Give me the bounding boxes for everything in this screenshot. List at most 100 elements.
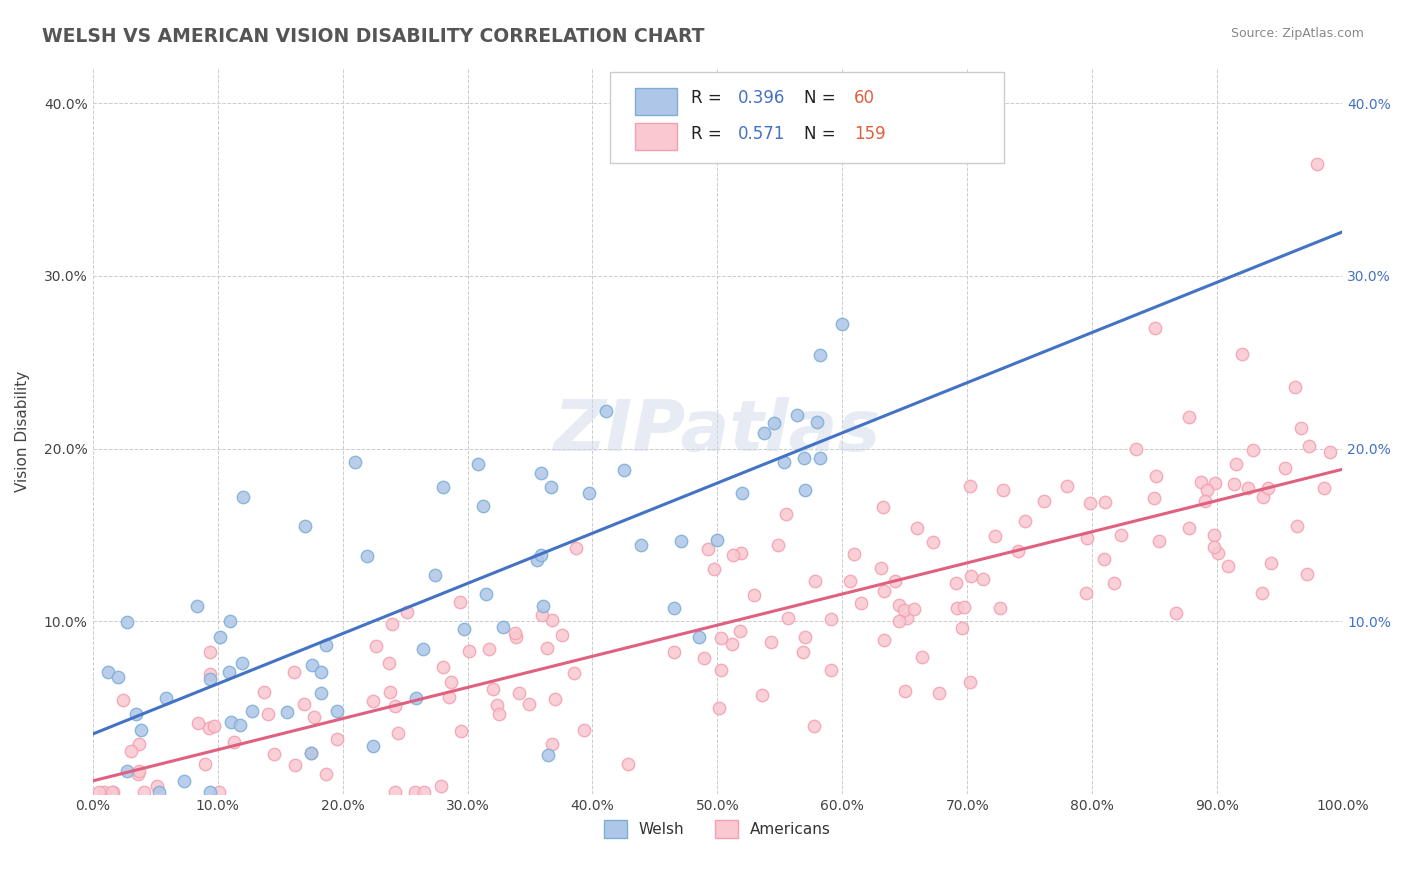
Americans bbox=[928, 686, 950, 700]
Americans bbox=[1147, 534, 1170, 549]
Americans bbox=[1216, 558, 1239, 573]
Americans bbox=[820, 612, 842, 626]
Welsh bbox=[232, 490, 254, 504]
Americans bbox=[730, 624, 752, 638]
Welsh bbox=[706, 533, 728, 547]
Americans bbox=[387, 725, 409, 739]
Americans bbox=[945, 575, 967, 590]
Welsh bbox=[423, 568, 446, 582]
Americans bbox=[1223, 476, 1246, 491]
Welsh bbox=[530, 466, 553, 480]
Welsh bbox=[356, 549, 378, 563]
Americans bbox=[1206, 546, 1229, 560]
Welsh bbox=[294, 519, 316, 533]
Americans bbox=[960, 569, 983, 583]
Welsh bbox=[763, 416, 786, 430]
Americans bbox=[664, 645, 686, 659]
Americans bbox=[541, 737, 564, 751]
Americans bbox=[517, 698, 540, 712]
Americans bbox=[1289, 421, 1312, 435]
Welsh bbox=[173, 773, 195, 788]
Americans bbox=[775, 507, 797, 521]
Americans bbox=[820, 664, 842, 678]
Welsh bbox=[363, 739, 385, 754]
Americans bbox=[378, 656, 401, 670]
Americans bbox=[697, 541, 720, 556]
Americans bbox=[804, 574, 827, 588]
Welsh bbox=[155, 691, 177, 706]
Americans bbox=[751, 688, 773, 702]
Americans bbox=[991, 483, 1014, 497]
Americans bbox=[1284, 380, 1306, 394]
Americans bbox=[959, 675, 981, 690]
Americans bbox=[508, 686, 530, 700]
Americans bbox=[1285, 519, 1308, 533]
Welsh bbox=[806, 415, 828, 429]
Americans bbox=[263, 747, 285, 761]
Americans bbox=[450, 723, 472, 738]
Welsh bbox=[405, 690, 427, 705]
Welsh bbox=[97, 665, 120, 680]
Americans bbox=[482, 682, 505, 697]
Americans bbox=[478, 642, 501, 657]
Welsh bbox=[117, 615, 139, 629]
Welsh bbox=[344, 455, 367, 469]
Americans bbox=[202, 719, 225, 733]
Americans bbox=[120, 744, 142, 758]
Americans bbox=[844, 547, 866, 561]
Americans bbox=[413, 785, 436, 799]
Americans bbox=[839, 574, 862, 588]
Americans bbox=[887, 598, 910, 612]
Welsh bbox=[218, 665, 240, 679]
Americans bbox=[872, 500, 894, 514]
Welsh bbox=[793, 451, 815, 466]
Americans bbox=[396, 605, 419, 619]
Americans bbox=[485, 698, 508, 712]
Americans bbox=[1202, 541, 1225, 555]
Americans bbox=[432, 660, 454, 674]
Americans bbox=[720, 637, 742, 651]
Americans bbox=[146, 779, 169, 793]
Americans bbox=[208, 785, 231, 799]
Americans bbox=[1274, 461, 1296, 475]
Americans bbox=[803, 719, 825, 733]
Americans bbox=[896, 611, 918, 625]
Americans bbox=[911, 649, 934, 664]
Americans bbox=[198, 667, 221, 681]
Americans bbox=[946, 601, 969, 615]
Americans bbox=[437, 690, 460, 705]
Americans bbox=[449, 594, 471, 608]
Text: N =: N = bbox=[804, 125, 841, 143]
Welsh bbox=[301, 658, 323, 673]
Americans bbox=[194, 757, 217, 772]
Welsh bbox=[309, 665, 332, 680]
Welsh bbox=[612, 463, 634, 477]
Welsh bbox=[537, 748, 560, 763]
Welsh bbox=[471, 500, 494, 514]
Americans bbox=[721, 549, 744, 563]
Welsh bbox=[526, 552, 548, 566]
Text: 0.571: 0.571 bbox=[737, 125, 785, 143]
Text: 0.396: 0.396 bbox=[737, 88, 785, 106]
Americans bbox=[1144, 468, 1167, 483]
FancyBboxPatch shape bbox=[610, 72, 1004, 163]
Welsh bbox=[578, 486, 600, 500]
Americans bbox=[792, 644, 814, 658]
Americans bbox=[1109, 528, 1132, 542]
Americans bbox=[768, 538, 790, 552]
Americans bbox=[1232, 346, 1254, 360]
Welsh bbox=[412, 642, 434, 657]
Welsh bbox=[808, 451, 831, 466]
Welsh bbox=[228, 718, 250, 732]
Welsh bbox=[530, 548, 553, 562]
Americans bbox=[1197, 483, 1219, 498]
Legend: Welsh, Americans: Welsh, Americans bbox=[598, 814, 837, 845]
Americans bbox=[903, 602, 925, 616]
Americans bbox=[187, 716, 209, 731]
Welsh bbox=[772, 455, 794, 469]
Americans bbox=[889, 614, 911, 628]
Americans bbox=[959, 479, 981, 493]
Americans bbox=[536, 640, 558, 655]
Welsh bbox=[475, 587, 498, 601]
Americans bbox=[1241, 442, 1264, 457]
